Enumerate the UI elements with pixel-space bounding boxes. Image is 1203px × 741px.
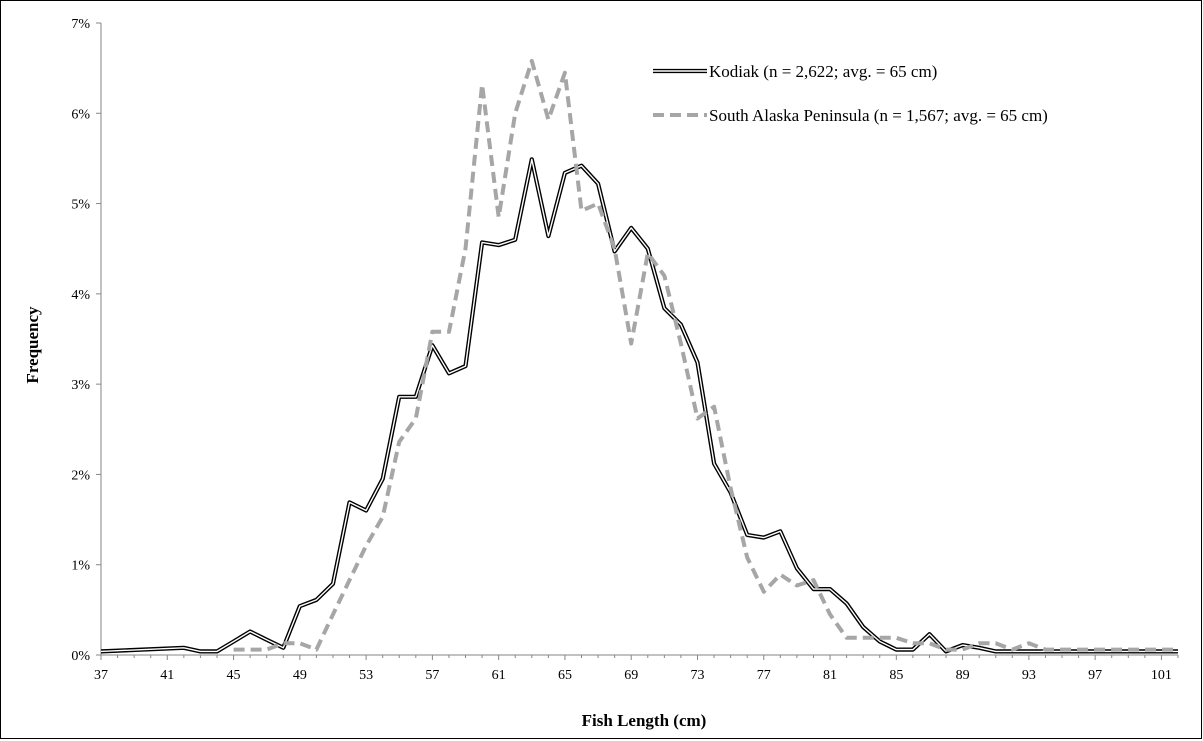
x-tick-label: 85 — [889, 668, 903, 683]
x-tick-label: 89 — [956, 668, 970, 683]
legend: Kodiak (n = 2,622; avg. = 65 cm) South Al… — [653, 62, 1048, 125]
x-tick-label: 81 — [823, 668, 837, 683]
x-tick-label: 97 — [1088, 668, 1102, 683]
x-tick-label: 45 — [227, 668, 241, 683]
y-tick-label: 1% — [71, 559, 90, 574]
legend-label: South Alaska Peninsula (n = 1,567; avg. … — [709, 106, 1048, 125]
x-tick-label: 101 — [1151, 668, 1172, 683]
tick-labels: 0% 1% 2% 3% 4% 5% 6% 7% 37 41 45 49 53 57 61 65 69 73 77 81… — [71, 17, 1172, 683]
y-tick-label: 4% — [71, 288, 90, 303]
x-tick-label: 77 — [757, 668, 771, 683]
axes — [96, 22, 1179, 660]
y-axis-title: Frequency — [23, 306, 42, 384]
y-tick-label: 2% — [71, 468, 90, 483]
legend-entry-kodiak: Kodiak (n = 2,622; avg. = 65 cm) — [653, 62, 937, 81]
legend-label: Kodiak (n = 2,622; avg. = 65 cm) — [709, 62, 937, 81]
y-tick-label: 7% — [71, 17, 90, 32]
x-tick-label: 41 — [160, 668, 174, 683]
x-tick-label: 61 — [492, 668, 506, 683]
series-kodiak-line-outer — [100, 157, 1178, 654]
x-tick-label: 65 — [558, 668, 572, 683]
legend-entry-south-alaska-peninsula: South Alaska Peninsula (n = 1,567; avg. … — [653, 106, 1048, 125]
x-tick-label: 57 — [425, 668, 439, 683]
y-tick-label: 0% — [71, 649, 90, 664]
x-tick-label: 53 — [359, 668, 373, 683]
x-tick-label: 49 — [293, 668, 307, 683]
series-lines — [100, 58, 1178, 654]
y-tick-label: 6% — [71, 107, 90, 122]
x-axis-title: Fish Length (cm) — [582, 711, 707, 730]
x-tick-label: 37 — [94, 668, 108, 683]
x-tick-label: 69 — [624, 668, 638, 683]
series-south-alaska-peninsula-line — [233, 58, 1178, 652]
x-tick-label: 93 — [1022, 668, 1036, 683]
y-tick-label: 3% — [71, 378, 90, 393]
series-kodiak-line-inner — [100, 158, 1178, 653]
x-tick-label: 73 — [690, 668, 704, 683]
y-tick-label: 5% — [71, 198, 90, 213]
